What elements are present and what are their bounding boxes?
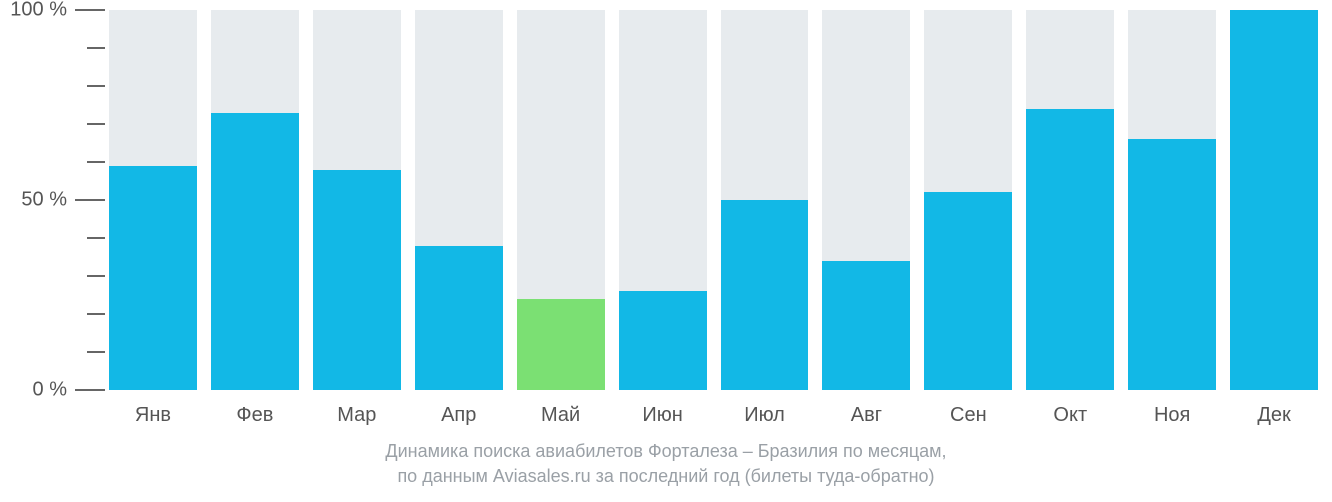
bar: [924, 192, 1012, 390]
x-axis-label: Мар: [313, 398, 401, 427]
bar: [211, 113, 299, 390]
bar: [822, 261, 910, 390]
y-tick-minor: [87, 313, 105, 315]
x-axis-label: Фев: [211, 398, 299, 427]
chart-container: 0 %50 %100 % ЯнвФевМарАпрМайИюнИюлАвгСен…: [0, 0, 1332, 502]
x-axis-label: Авг: [822, 398, 910, 427]
bar-slot: [619, 10, 707, 390]
plot-area: 0 %50 %100 %: [105, 10, 1322, 390]
y-tick-label: 0 %: [33, 379, 67, 402]
bar: [517, 299, 605, 390]
x-axis-label: Июл: [721, 398, 809, 427]
y-tick-label: 50 %: [21, 189, 67, 212]
bar: [415, 246, 503, 390]
y-tick-minor: [87, 161, 105, 163]
x-axis-label: Ноя: [1128, 398, 1216, 427]
bar-slot: [1026, 10, 1114, 390]
y-tick-major: [75, 199, 105, 201]
bar: [1230, 10, 1318, 390]
bar-slot: [313, 10, 401, 390]
bar: [1128, 139, 1216, 390]
bar-slot: [517, 10, 605, 390]
x-axis-label: Дек: [1230, 398, 1318, 427]
y-tick-minor: [87, 85, 105, 87]
bars-group: [105, 10, 1322, 390]
y-tick-minor: [87, 275, 105, 277]
bar: [721, 200, 809, 390]
x-axis-label: Июн: [619, 398, 707, 427]
x-axis-label: Янв: [109, 398, 197, 427]
bar-slot: [415, 10, 503, 390]
bar-slot: [924, 10, 1012, 390]
y-tick-minor: [87, 47, 105, 49]
x-axis-label: Апр: [415, 398, 503, 427]
y-tick-major: [75, 9, 105, 11]
bar: [1026, 109, 1114, 390]
chart-caption: Динамика поиска авиабилетов Форталеза – …: [0, 439, 1332, 488]
y-tick-minor: [87, 351, 105, 353]
bar-slot: [822, 10, 910, 390]
caption-line-2: по данным Aviasales.ru за последний год …: [0, 464, 1332, 488]
x-axis-label: Май: [517, 398, 605, 427]
y-tick-minor: [87, 123, 105, 125]
y-tick-label: 100 %: [10, 0, 67, 22]
y-tick-minor: [87, 237, 105, 239]
bar-slot: [109, 10, 197, 390]
bar: [313, 170, 401, 390]
bar-slot: [211, 10, 299, 390]
x-axis-label: Окт: [1026, 398, 1114, 427]
caption-line-1: Динамика поиска авиабилетов Форталеза – …: [0, 439, 1332, 463]
x-axis-label: Сен: [924, 398, 1012, 427]
y-tick-major: [75, 389, 105, 391]
bar-slot: [721, 10, 809, 390]
bar: [619, 291, 707, 390]
bar: [109, 166, 197, 390]
x-axis-labels: Янв Фев Мар Апр Май Июн Июл Авг Сен Окт Ноя Дек: [105, 398, 1322, 427]
bar-slot: [1128, 10, 1216, 390]
bar-slot: [1230, 10, 1318, 390]
